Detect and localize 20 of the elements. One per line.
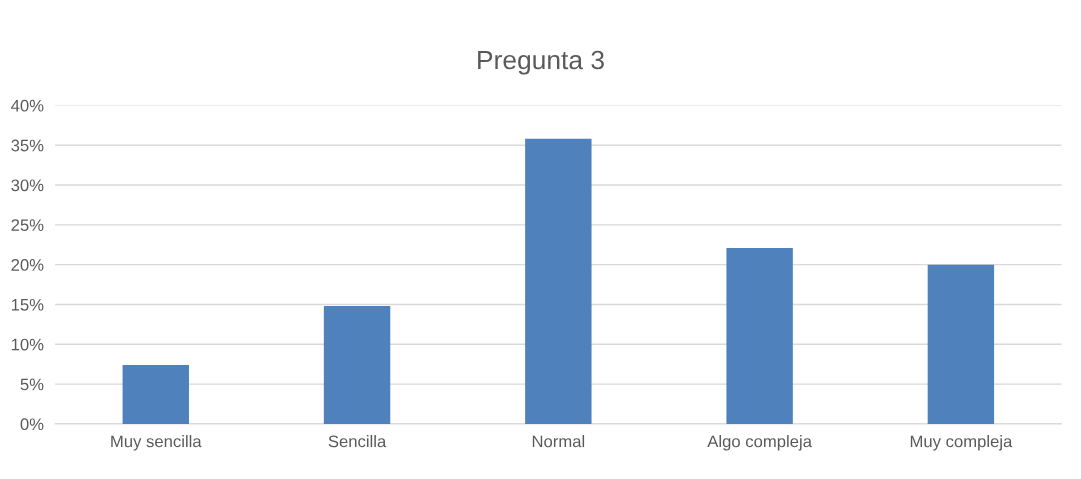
- y-tick-label: 35%: [11, 139, 44, 152]
- bar: [726, 247, 793, 424]
- y-tick-label: 15%: [11, 298, 44, 311]
- y-tick-label: 10%: [11, 338, 44, 351]
- y-tick-label: 30%: [11, 179, 44, 192]
- x-tick-label: Sencilla: [328, 435, 387, 448]
- chart-title: Pregunta 3: [478, 50, 604, 75]
- y-tick-label: 25%: [11, 219, 44, 232]
- y-tick-label: 20%: [11, 259, 44, 271]
- bar: [323, 306, 391, 424]
- y-tick-label: 5%: [20, 378, 44, 391]
- x-tick-label: Muy sencilla: [111, 435, 202, 451]
- x-tick-label: Muy compleja: [910, 435, 1013, 451]
- x-tick-label: Normal: [532, 435, 585, 448]
- bar: [122, 364, 189, 424]
- y-tick-label: 40%: [11, 99, 44, 112]
- bar: [525, 138, 592, 424]
- x-tick-label: Algo compleja: [707, 435, 812, 451]
- bar: [927, 264, 995, 424]
- y-tick-label: 0%: [20, 418, 44, 431]
